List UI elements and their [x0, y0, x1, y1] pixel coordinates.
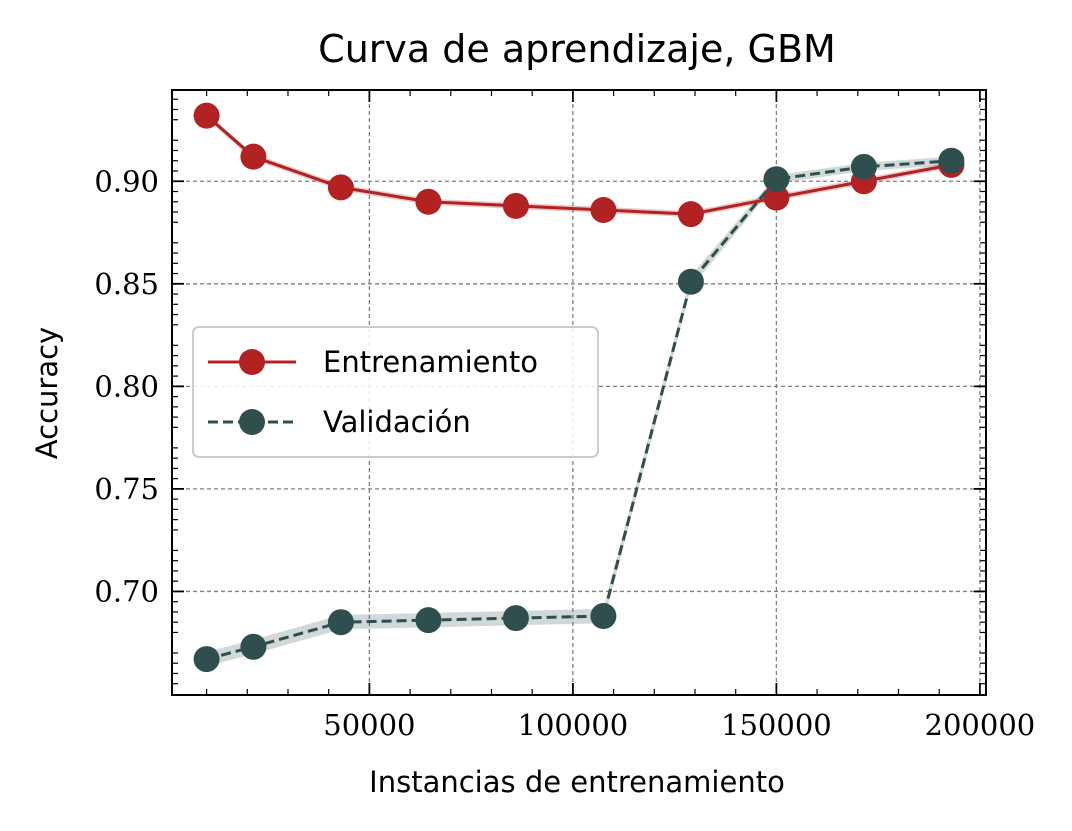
legend-marker: [239, 349, 265, 375]
y-tick-label: 0.90: [94, 164, 159, 198]
data-point: [590, 603, 617, 630]
legend-label: Entrenamiento: [323, 345, 538, 379]
data-point: [938, 147, 965, 174]
series-group: [193, 102, 965, 673]
data-point: [327, 609, 354, 636]
legend-box: [192, 326, 599, 458]
data-point: [327, 174, 354, 201]
data-point: [502, 192, 529, 219]
x-tick-label: 200000: [925, 708, 1036, 742]
legend: Entrenamiento Validación: [192, 326, 599, 458]
y-tick-label: 0.85: [94, 267, 159, 301]
series-line: [206, 159, 952, 661]
y-tick-label: 0.70: [94, 574, 159, 608]
data-point: [240, 633, 267, 660]
y-tick-label: 0.80: [94, 369, 159, 403]
data-point: [763, 184, 790, 211]
x-tick-label: 150000: [721, 708, 832, 742]
series-line: [205, 114, 952, 216]
chart-title: Curva de aprendizaje, GBM: [318, 27, 836, 71]
plot-frame: [171, 89, 987, 696]
legend-label: Validación: [323, 405, 471, 439]
series-band: [206, 112, 952, 218]
data-point: [763, 166, 790, 193]
data-point: [415, 607, 442, 634]
data-point: [193, 102, 220, 129]
data-point: [502, 605, 529, 632]
x-axis-label: Instancias de entrenamiento: [369, 765, 785, 799]
legend-marker: [239, 409, 265, 435]
x-tick-label: 100000: [518, 708, 629, 742]
data-point: [590, 196, 617, 223]
data-point: [193, 646, 220, 673]
data-point: [850, 153, 877, 180]
data-point: [677, 268, 704, 295]
data-point: [240, 143, 267, 170]
y-axis-label: Accuracy: [30, 327, 64, 459]
data-point: [415, 188, 442, 215]
x-tick-label: 50000: [323, 708, 415, 742]
data-point: [677, 201, 704, 228]
y-tick-label: 0.75: [94, 472, 159, 506]
axis-ticks: 50000 100000 150000 200000 0.70 0.75 0.80 0.85 0…: [94, 90, 1035, 742]
